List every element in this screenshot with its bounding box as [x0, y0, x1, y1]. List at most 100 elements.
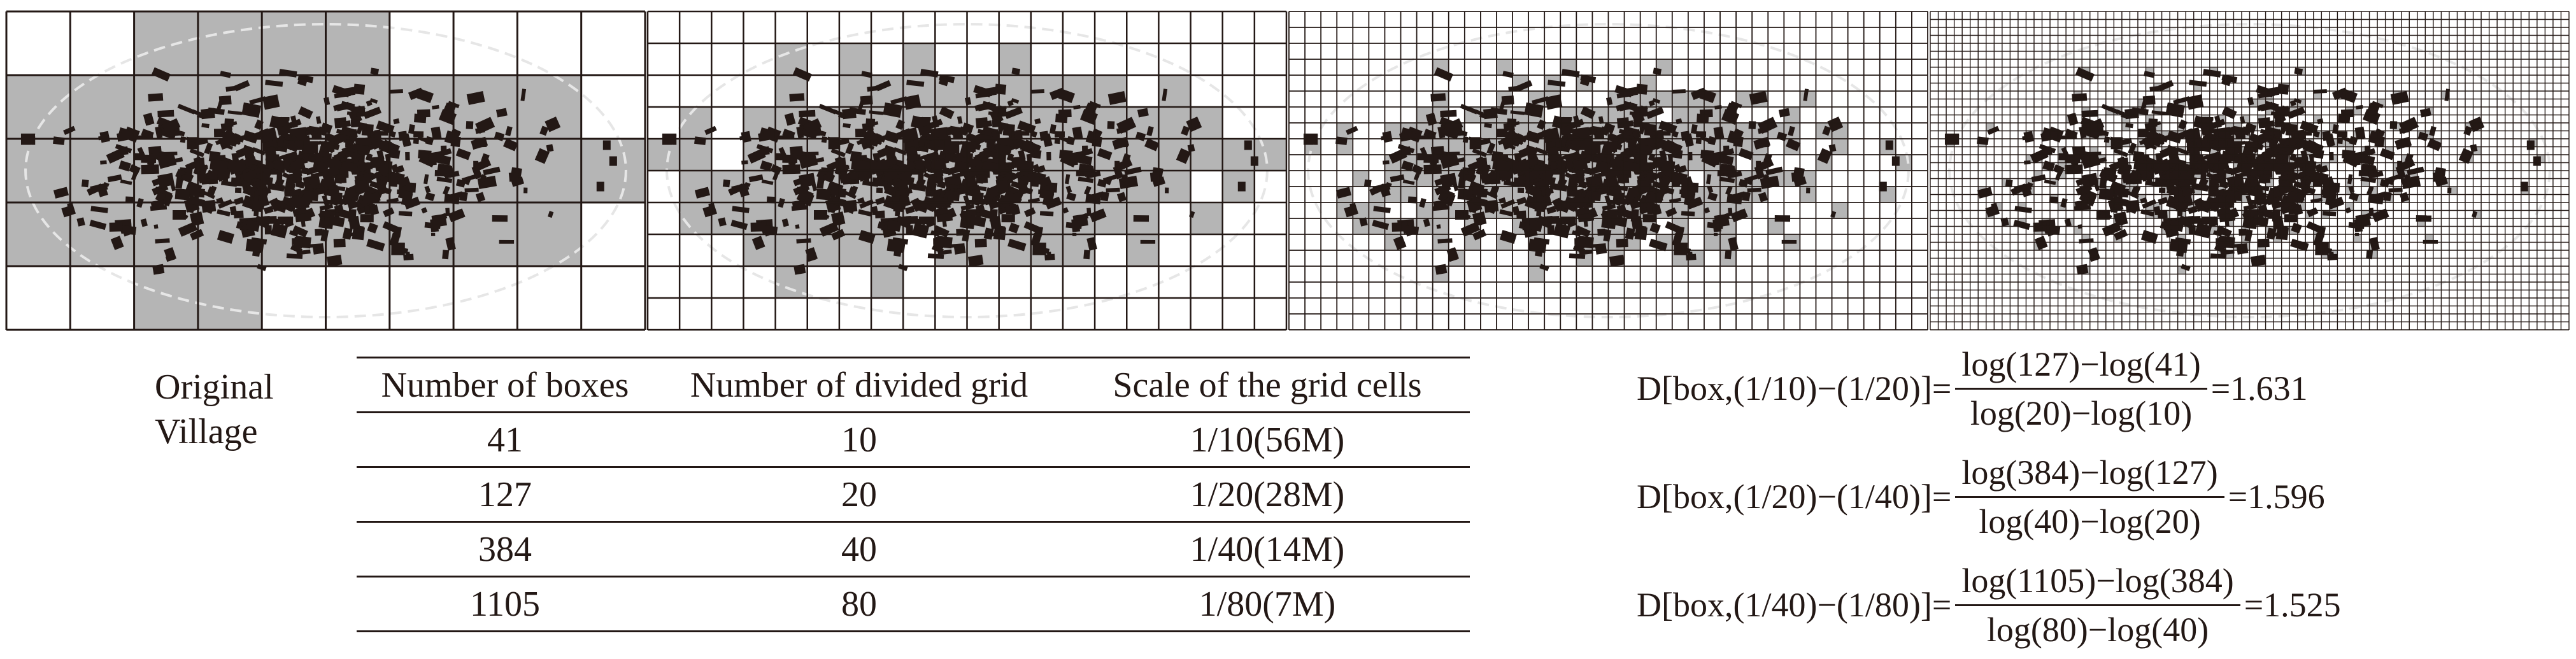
building-footprint: [459, 191, 468, 202]
building-footprint: [908, 162, 916, 170]
building-footprint: [763, 131, 771, 134]
building-footprint: [975, 198, 993, 205]
building-footprint: [210, 185, 217, 194]
building-footprint: [1630, 209, 1639, 222]
building-footprint: [840, 157, 846, 170]
building-footprint: [217, 101, 223, 110]
building-footprint: [122, 131, 129, 134]
building-footprint: [2282, 122, 2291, 130]
building-footprint: [1679, 176, 1693, 188]
building-footprint: [1479, 113, 1487, 118]
building-footprint: [155, 191, 166, 202]
building-footprint: [1487, 201, 1498, 215]
building-footprint: [376, 150, 385, 160]
building-footprint: [1502, 157, 1520, 171]
building-footprint: [1011, 67, 1021, 75]
building-footprint: [1574, 197, 1589, 201]
building-footprint: [1181, 125, 1190, 136]
building-footprint: [763, 225, 778, 236]
occupied-box: [262, 11, 326, 75]
building-footprint: [1008, 222, 1020, 234]
building-footprint: [1489, 173, 1500, 180]
building-footprint: [189, 148, 205, 157]
building-footprint: [875, 80, 892, 92]
building-footprint: [1084, 185, 1092, 195]
building-footprint: [1423, 154, 1439, 164]
building-footprint: [245, 220, 260, 232]
building-footprint: [1344, 204, 1359, 218]
building-footprint: [1107, 121, 1115, 129]
building-footprint: [830, 148, 846, 157]
building-footprint: [106, 148, 125, 164]
building-footprint: [382, 207, 395, 218]
building-footprint: [2072, 93, 2088, 102]
building-footprint: [1436, 224, 1441, 229]
building-footprint: [1518, 134, 1530, 142]
original-village-label-line1: Original: [155, 367, 274, 407]
building-footprint: [732, 206, 750, 213]
formula-fraction: log(1105)−log(384) log(80)−log(40): [1955, 561, 2240, 649]
cell-scale: 1/40(14M): [1065, 521, 1470, 578]
building-footprint: [1985, 204, 2000, 218]
building-footprint: [2354, 126, 2366, 140]
building-footprint: [2199, 200, 2217, 212]
building-footprint: [1001, 214, 1015, 223]
building-footprint: [979, 174, 988, 183]
occupied-box: [680, 139, 712, 171]
building-footprint: [992, 119, 1002, 128]
building-footprint: [1548, 80, 1566, 87]
building-footprint: [973, 85, 992, 97]
building-footprint: [157, 173, 174, 188]
building-footprint: [1635, 83, 1648, 95]
building-footprint: [1649, 238, 1668, 252]
building-footprint: [1656, 129, 1665, 141]
building-footprint: [903, 94, 922, 110]
building-footprint: [392, 226, 402, 237]
building-footprint: [761, 179, 774, 185]
building-footprint: [157, 110, 174, 118]
building-footprint: [89, 220, 107, 230]
building-footprint: [107, 174, 122, 183]
building-footprint: [109, 222, 123, 232]
formula-lhs: D[box,(1/20)−(1/40)]=: [1637, 478, 1952, 516]
building-footprint: [2033, 222, 2047, 232]
building-footprint: [2191, 162, 2199, 170]
building-footprint: [2152, 121, 2161, 126]
building-footprint: [2226, 141, 2242, 154]
building-footprint: [1721, 108, 1740, 125]
building-footprint: [796, 126, 804, 139]
building-footprint: [2327, 196, 2345, 209]
building-footprint: [391, 148, 397, 154]
occupied-box: [197, 11, 262, 75]
building-footprint: [1393, 236, 1407, 250]
building-footprint: [1528, 238, 1548, 253]
building-footprint: [432, 104, 439, 110]
building-footprint: [455, 148, 471, 160]
cell-grid: 10: [653, 412, 1065, 468]
building-footprint: [957, 116, 963, 124]
building-footprint: [1640, 122, 1650, 130]
building-footprint: [266, 154, 278, 162]
building-footprint: [1133, 215, 1149, 222]
table-row: 384 40 1/40(14M): [357, 521, 1470, 578]
building-footprint: [304, 129, 315, 136]
building-footprint: [1600, 126, 1610, 136]
building-footprint: [2157, 210, 2168, 219]
building-footprint: [2379, 148, 2395, 160]
building-footprint: [883, 156, 899, 168]
building-footprint: [118, 160, 131, 172]
building-footprint: [2034, 236, 2048, 250]
building-footprint: [936, 180, 946, 189]
building-footprint: [859, 199, 874, 209]
building-footprint: [2258, 198, 2275, 205]
building-footprint: [393, 118, 400, 125]
header-number-of-divided-grid: Number of divided grid: [653, 357, 1065, 413]
building-footprint: [466, 121, 474, 129]
building-footprint: [1516, 210, 1526, 219]
building-footprint: [546, 144, 554, 152]
building-footprint: [1608, 157, 1625, 171]
cell-boxes: 1105: [357, 576, 653, 632]
building-footprint: [1567, 143, 1581, 152]
building-footprint: [2133, 185, 2141, 194]
building-footprint: [1634, 226, 1648, 241]
